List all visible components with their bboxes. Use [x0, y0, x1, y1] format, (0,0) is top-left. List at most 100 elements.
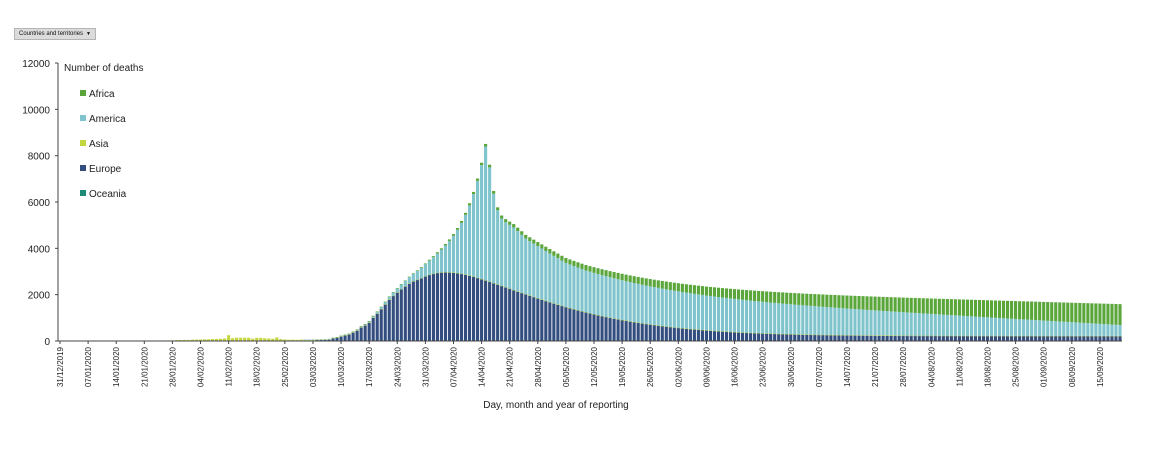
bar-europe [688, 328, 692, 341]
bar-africa [1106, 303, 1110, 325]
bar-america [303, 339, 307, 341]
bar-america [608, 277, 612, 318]
bar-africa [724, 288, 729, 298]
bar-asia [447, 272, 452, 273]
bar-europe [327, 339, 331, 341]
bar-america [395, 288, 399, 293]
legend-label-america: America [89, 114, 126, 125]
bar-europe [905, 335, 909, 341]
bar-europe [853, 335, 857, 341]
bar-africa [387, 296, 391, 297]
bar-europe [351, 332, 355, 341]
bar-asia [825, 334, 829, 336]
y-tick-label: 6000 [28, 198, 51, 209]
bar-asia [1014, 335, 1018, 337]
bar-europe [427, 274, 431, 341]
bar-asia [387, 299, 391, 301]
bar-africa [845, 295, 849, 309]
bar-asia [696, 329, 700, 331]
bar-europe [447, 272, 452, 341]
bar-africa [644, 278, 648, 286]
bar-asia [604, 316, 608, 318]
bar-europe [323, 339, 327, 341]
bar-africa [921, 298, 925, 314]
bar-asia [688, 328, 692, 330]
bar-africa [1074, 302, 1078, 323]
bar-africa [608, 271, 612, 278]
bar-africa [761, 291, 765, 302]
bar-america [985, 317, 990, 336]
bar-america [913, 312, 917, 336]
bar-asia [492, 282, 496, 284]
bar-africa [371, 315, 375, 317]
x-tick-label: 21/04/2020 [506, 346, 515, 387]
bar-africa [443, 244, 448, 246]
bar-america [781, 303, 785, 334]
bar-africa [785, 292, 789, 304]
bar-asia [283, 339, 287, 341]
bar-europe [628, 321, 632, 341]
bar-africa [985, 300, 990, 318]
bar-asia [467, 275, 472, 277]
bar-america [520, 234, 524, 293]
bar-america [825, 307, 829, 335]
bar-america [877, 310, 881, 336]
bar-africa [989, 300, 994, 318]
bar-africa [969, 299, 973, 317]
bar-europe [608, 317, 612, 341]
bar-asia [1118, 335, 1122, 337]
countries-filter-button[interactable]: Countries and territories ▼ [14, 28, 96, 40]
bar-asia [379, 308, 383, 310]
bar-america [476, 180, 480, 278]
x-tick-label: 11/08/2020 [955, 346, 964, 386]
bar-europe [472, 276, 476, 341]
bar-europe [857, 335, 861, 341]
bar-europe [877, 335, 881, 341]
bar-america [1074, 322, 1078, 336]
bar-america [419, 267, 423, 279]
bar-america [937, 314, 941, 336]
bar-europe [777, 333, 781, 341]
bar-europe [383, 304, 387, 341]
bar-america [1026, 319, 1030, 336]
bar-america [724, 297, 729, 332]
bar-america [893, 311, 897, 336]
x-tick-label: 25/02/2020 [281, 346, 290, 387]
bar-asia [929, 335, 933, 337]
bar-europe [596, 315, 600, 341]
bar-america [488, 167, 492, 282]
bar-america [1062, 321, 1066, 336]
bar-europe [644, 323, 648, 341]
bar-europe [937, 335, 941, 341]
bar-africa [1118, 304, 1122, 325]
bar-asia [355, 330, 359, 331]
bar-africa [1066, 302, 1070, 322]
bar-america [993, 317, 998, 336]
bar-africa [463, 212, 468, 215]
bar-america [532, 243, 536, 297]
x-tick-label: 25/08/2020 [1012, 346, 1021, 387]
bar-europe [973, 335, 978, 341]
bar-europe [584, 312, 588, 341]
bar-america [588, 271, 592, 314]
bar-africa [889, 297, 893, 312]
bar-asia [182, 339, 187, 341]
bar-asia [524, 294, 528, 295]
bar-america [769, 302, 773, 334]
bar-europe [588, 313, 592, 341]
bar-asia [957, 335, 961, 337]
bar-america [680, 291, 684, 329]
bar-asia [223, 338, 227, 341]
bar-asia [1086, 335, 1090, 337]
bar-asia [708, 330, 713, 331]
bar-europe [431, 273, 435, 341]
bar-america [973, 316, 978, 336]
bar-asia [431, 273, 435, 275]
bar-america [447, 240, 452, 273]
bar-africa [853, 295, 857, 310]
bar-africa [447, 239, 452, 241]
bar-africa [656, 280, 660, 288]
bar-america [813, 306, 817, 335]
bar-asia [383, 304, 387, 305]
filter-label: Countries and territories [19, 31, 84, 37]
